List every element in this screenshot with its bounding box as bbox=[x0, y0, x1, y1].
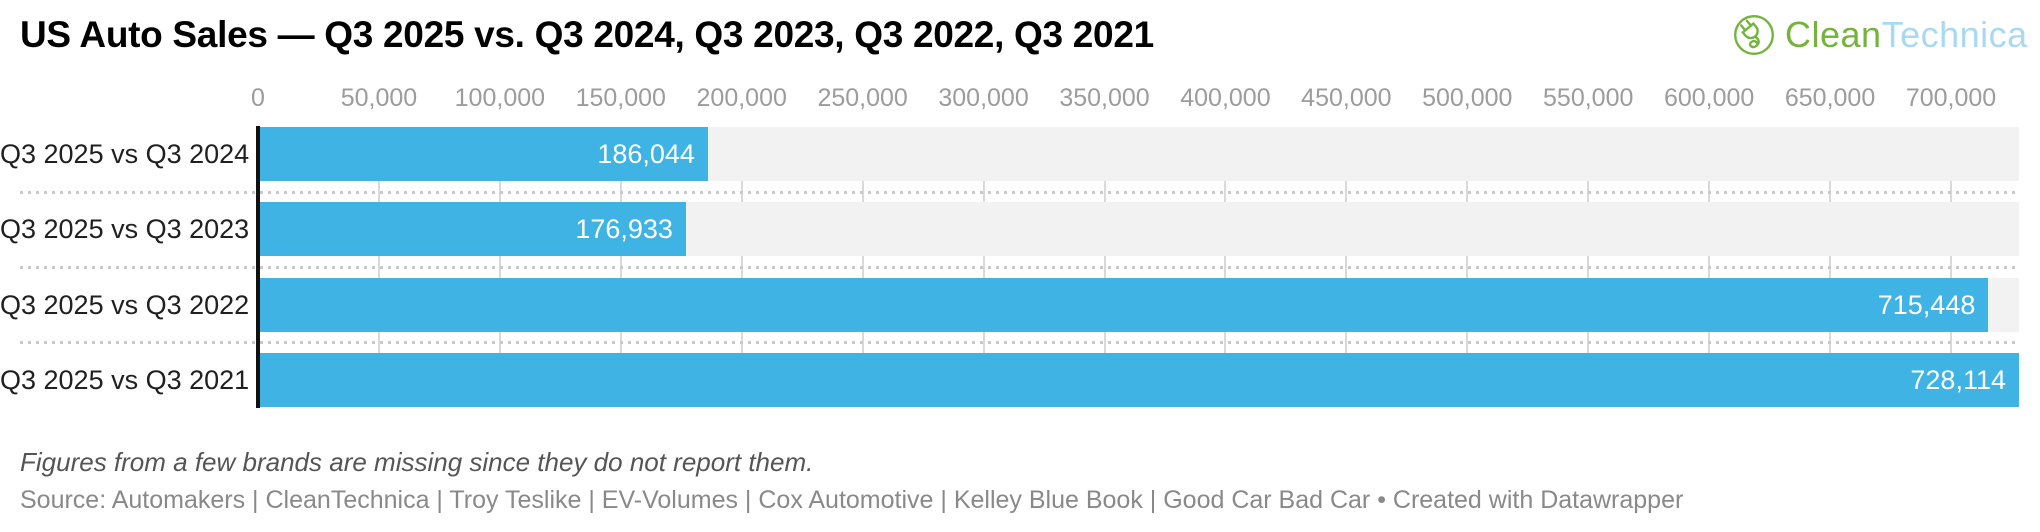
row-label: Q3 2025 vs Q3 2024 bbox=[0, 139, 250, 169]
logo-text-clean: Clean bbox=[1785, 14, 1882, 55]
x-axis-tick: 550,000 bbox=[1543, 84, 1634, 112]
row-separator bbox=[20, 341, 2019, 344]
x-axis-tick: 150,000 bbox=[575, 84, 666, 112]
x-axis-tick: 50,000 bbox=[340, 84, 418, 112]
chart-title: US Auto Sales — Q3 2025 vs. Q3 2024, Q3 … bbox=[20, 14, 1154, 55]
row-label: Q3 2025 vs Q3 2021 bbox=[0, 365, 250, 395]
x-axis-tick: 200,000 bbox=[696, 84, 787, 112]
bar-value-label: 715,448 bbox=[1877, 289, 1976, 320]
chart-source: Source: Automakers | CleanTechnica | Tro… bbox=[20, 486, 1684, 514]
bar[interactable]: 728,114 bbox=[258, 353, 2019, 407]
row-separator bbox=[20, 266, 2019, 269]
row-separator bbox=[20, 191, 2019, 194]
bar-value-label: 176,933 bbox=[575, 213, 673, 244]
bar[interactable]: 715,448 bbox=[258, 278, 1989, 332]
logo-wordmark: CleanTechnica bbox=[1785, 14, 2028, 56]
row-label: Q3 2025 vs Q3 2022 bbox=[0, 290, 250, 320]
x-axis-tick: 400,000 bbox=[1180, 84, 1271, 112]
chart-note: Figures from a few brands are missing si… bbox=[20, 447, 814, 477]
x-axis-tick: 450,000 bbox=[1301, 84, 1392, 112]
x-axis-tick: 500,000 bbox=[1422, 84, 1513, 112]
x-axis-tick: 700,000 bbox=[1905, 84, 1997, 112]
bar[interactable]: 176,933 bbox=[258, 202, 686, 256]
row-label: Q3 2025 vs Q3 2023 bbox=[0, 214, 250, 244]
x-axis-tick: 0 bbox=[251, 84, 265, 112]
x-axis-tick: 350,000 bbox=[1059, 84, 1150, 112]
logo-text-technica: Technica bbox=[1881, 14, 2028, 55]
x-axis-tick: 650,000 bbox=[1784, 84, 1876, 112]
axis-zero-line bbox=[256, 126, 260, 408]
bar[interactable]: 186,044 bbox=[258, 127, 708, 181]
x-axis-tick: 600,000 bbox=[1663, 84, 1755, 112]
cleantechnica-logo[interactable]: CleanTechnica bbox=[1732, 10, 2028, 60]
bar-value-label: 186,044 bbox=[597, 138, 695, 169]
bar-value-label: 728,114 bbox=[1910, 364, 2006, 395]
x-axis-tick: 100,000 bbox=[454, 84, 546, 112]
x-axis-tick: 300,000 bbox=[938, 84, 1029, 112]
cleantechnica-plug-icon bbox=[1732, 13, 1776, 57]
x-axis-tick: 250,000 bbox=[817, 84, 908, 112]
